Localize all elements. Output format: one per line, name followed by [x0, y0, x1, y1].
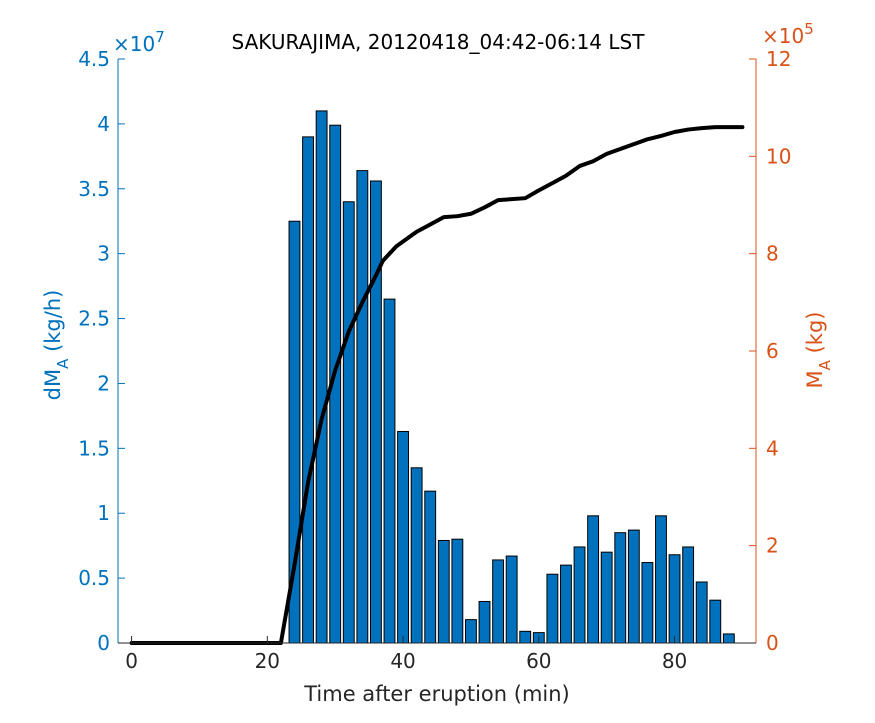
- bar: [627, 529, 640, 644]
- bar: [356, 170, 369, 644]
- left-axis-tick-label: 1: [97, 501, 110, 525]
- bar: [478, 600, 491, 644]
- left-axis-tick-label: 4.5: [78, 47, 110, 71]
- right-axis-tick-label: 2: [766, 534, 779, 558]
- left-axis-tick-label: 1.5: [78, 436, 110, 460]
- bar: [424, 490, 437, 644]
- cumulative-mass-line: [129, 125, 745, 645]
- bar: [451, 538, 464, 644]
- left-y-axis-label: dMA (kg/h): [41, 290, 72, 401]
- bar: [437, 539, 450, 644]
- bar: [709, 599, 722, 644]
- right-axis-tick-label: 8: [766, 242, 779, 266]
- right-axis-tick-label: 6: [766, 339, 779, 363]
- bar: [587, 515, 600, 644]
- bar: [560, 564, 572, 644]
- bar: [302, 136, 314, 644]
- bar: [668, 554, 681, 644]
- bar: [655, 515, 667, 644]
- bar: [397, 430, 409, 644]
- right-axis-tick-label: 10: [766, 144, 791, 168]
- bar-series: [288, 110, 735, 644]
- x-axis-tick-label: 40: [390, 649, 415, 673]
- left-axis-tick-label: 3: [97, 242, 110, 266]
- bar: [722, 633, 735, 644]
- bar: [369, 180, 382, 644]
- bar: [682, 546, 695, 644]
- left-y-axis: 0 0.5 1 1.5 2 2.5 3 3.5 4 4.5: [78, 47, 125, 655]
- x-axis: 0 20 40 60 80: [118, 636, 756, 673]
- x-axis-tick-label: 20: [255, 649, 280, 673]
- right-axis-tick-label: 4: [766, 436, 779, 460]
- bar: [410, 467, 423, 644]
- chart-title: SAKURAJIMA, 20120418_04:42-06:14 LST: [232, 30, 646, 54]
- bar: [546, 573, 559, 644]
- bar: [600, 551, 613, 644]
- left-axis-tick-label: 0.5: [78, 566, 110, 590]
- x-axis-tick-label: 60: [526, 649, 551, 673]
- bar: [465, 619, 477, 644]
- bar: [573, 546, 586, 644]
- bar: [342, 201, 355, 644]
- right-axis-tick-label: 0: [766, 631, 779, 655]
- left-axis-tick-label: 0: [97, 631, 110, 655]
- left-axis-tick-label: 2.5: [78, 307, 110, 331]
- plot-area: [129, 110, 745, 645]
- x-axis-label: Time after eruption (min): [303, 682, 570, 706]
- bar: [641, 562, 654, 644]
- right-axis-tick-label: 12: [766, 47, 791, 71]
- bar: [505, 555, 518, 644]
- right-y-axis-label: MA (kg): [803, 312, 834, 389]
- bar: [519, 630, 532, 644]
- right-axis-exponent-label: ×105: [762, 20, 814, 48]
- left-axis-tick-label: 3.5: [78, 177, 110, 201]
- bar: [614, 532, 627, 644]
- left-axis-exponent-label: ×107: [113, 28, 165, 56]
- left-axis-tick-label: 4: [97, 112, 110, 136]
- bar: [492, 559, 505, 644]
- right-y-axis: 0 2 4 6 8 10 12: [749, 47, 791, 655]
- left-axis-tick-label: 2: [97, 371, 110, 395]
- bar: [383, 298, 396, 644]
- x-axis-tick-label: 0: [125, 649, 138, 673]
- x-axis-tick-label: 80: [662, 649, 687, 673]
- bar: [695, 581, 708, 644]
- bar: [315, 110, 328, 644]
